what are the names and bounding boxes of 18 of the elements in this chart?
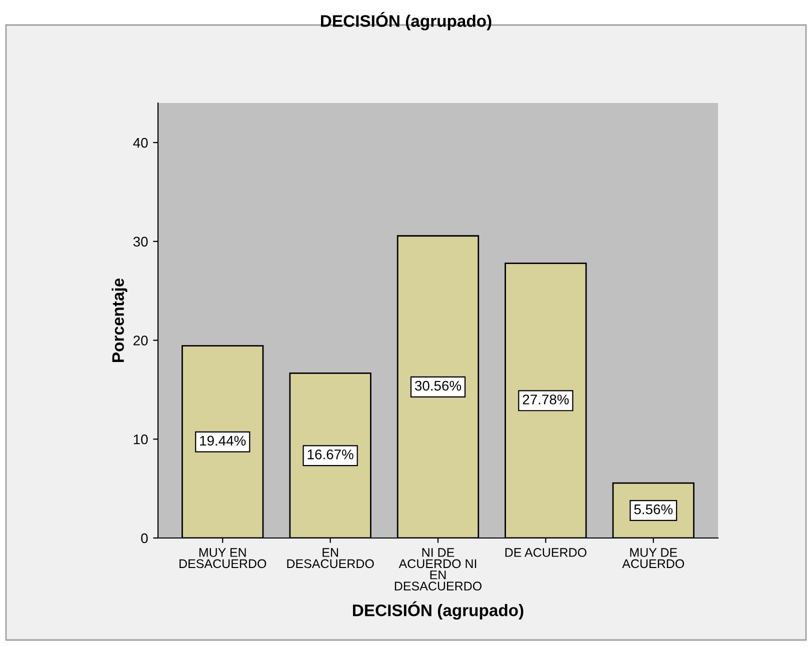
y-tick-label: 0 — [141, 533, 148, 544]
data-label: 16.67% — [308, 449, 354, 460]
y-tick-label: 30 — [133, 236, 148, 247]
x-tick-label: EN DESACUERDO — [287, 548, 374, 568]
x-tick-label: MUY DE ACUERDO — [622, 548, 684, 568]
x-tick-label: MUY EN DESACUERDO — [180, 548, 266, 568]
data-label: 27.78% — [522, 394, 569, 404]
x-tick-label: DE ACUERDO — [505, 548, 586, 557]
y-tick-label: 40 — [133, 138, 148, 148]
x-tick-label: NI DE ACUERDO NI EN DESACUERDO — [394, 548, 482, 590]
data-label: 5.56% — [634, 504, 673, 514]
y-tick-label: 10 — [134, 434, 148, 444]
chart-title: DECISIÓN (agrupado) — [321, 12, 492, 30]
data-label: 19.44% — [200, 436, 246, 446]
x-axis-title: DECISIÓN (agrupado) — [353, 601, 524, 620]
y-axis-title: Porcentaje — [112, 278, 128, 362]
y-tick-label: 20 — [134, 336, 148, 346]
data-label: 30.56% — [414, 380, 462, 391]
